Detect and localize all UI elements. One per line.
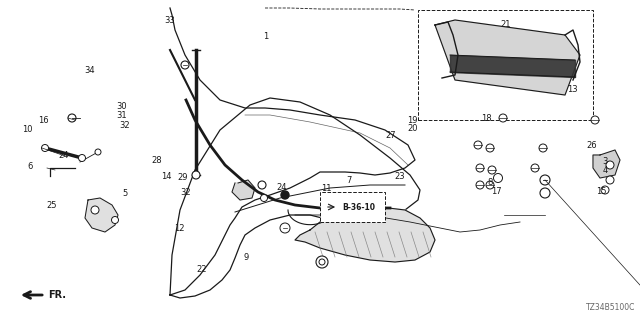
Text: 15: 15 (596, 188, 607, 196)
Circle shape (493, 173, 502, 182)
Text: 24: 24 (59, 151, 69, 160)
Text: 25: 25 (46, 201, 56, 210)
Text: 22: 22 (196, 265, 207, 274)
Bar (418, 10, 593, 120)
Text: B-36-10: B-36-10 (342, 203, 375, 212)
Circle shape (488, 166, 496, 174)
Circle shape (539, 144, 547, 152)
Text: 31: 31 (116, 111, 127, 120)
Text: 26: 26 (587, 141, 597, 150)
Text: 3: 3 (602, 157, 607, 166)
Circle shape (474, 141, 482, 149)
Bar (320, 192, 385, 222)
Circle shape (486, 181, 494, 189)
Circle shape (476, 164, 484, 172)
Circle shape (316, 256, 328, 268)
Circle shape (606, 176, 614, 184)
Text: 24: 24 (276, 183, 287, 192)
Circle shape (540, 175, 550, 185)
Circle shape (281, 191, 289, 199)
Text: 11: 11 (321, 184, 332, 193)
Circle shape (260, 195, 268, 202)
Text: 32: 32 (120, 121, 130, 130)
Circle shape (540, 188, 550, 198)
Polygon shape (593, 150, 620, 178)
Polygon shape (85, 198, 118, 232)
Text: 10: 10 (22, 125, 32, 134)
Text: 20: 20 (408, 124, 418, 132)
Text: 7: 7 (346, 176, 351, 185)
Text: 21: 21 (500, 20, 511, 28)
Text: 27: 27 (385, 131, 396, 140)
Text: 17: 17 (491, 188, 501, 196)
Text: 19: 19 (408, 116, 418, 124)
Circle shape (258, 181, 266, 189)
Text: 23: 23 (395, 172, 405, 181)
Circle shape (181, 61, 189, 69)
Text: 6: 6 (28, 162, 33, 171)
Circle shape (280, 223, 290, 233)
Text: 30: 30 (116, 102, 127, 111)
Text: 29: 29 (177, 173, 188, 182)
Circle shape (192, 171, 200, 179)
Polygon shape (295, 207, 435, 262)
Text: 16: 16 (38, 116, 49, 124)
Text: FR.: FR. (48, 290, 66, 300)
Text: 8: 8 (487, 178, 492, 187)
Circle shape (606, 161, 614, 169)
Polygon shape (232, 180, 255, 200)
Text: 12: 12 (174, 224, 184, 233)
Circle shape (499, 114, 507, 122)
Text: 1: 1 (263, 32, 268, 41)
Text: 32: 32 (180, 188, 191, 197)
Circle shape (476, 181, 484, 189)
Polygon shape (435, 20, 580, 95)
Text: 4: 4 (602, 166, 607, 175)
Circle shape (68, 114, 76, 122)
Circle shape (531, 164, 539, 172)
Circle shape (319, 259, 325, 265)
Circle shape (601, 186, 609, 194)
Text: 33: 33 (164, 16, 175, 25)
Text: 14: 14 (161, 172, 172, 180)
Text: TZ34B5100C: TZ34B5100C (586, 303, 635, 312)
Circle shape (111, 217, 118, 223)
Circle shape (95, 149, 101, 155)
Text: 9: 9 (244, 253, 249, 262)
Circle shape (79, 155, 86, 162)
Text: 28: 28 (152, 156, 162, 165)
Text: 13: 13 (568, 85, 578, 94)
Text: 18: 18 (481, 114, 492, 123)
Circle shape (91, 206, 99, 214)
Text: 34: 34 (84, 66, 95, 75)
Circle shape (486, 144, 494, 152)
Circle shape (42, 145, 49, 151)
Text: 5: 5 (122, 189, 127, 198)
Circle shape (591, 116, 599, 124)
